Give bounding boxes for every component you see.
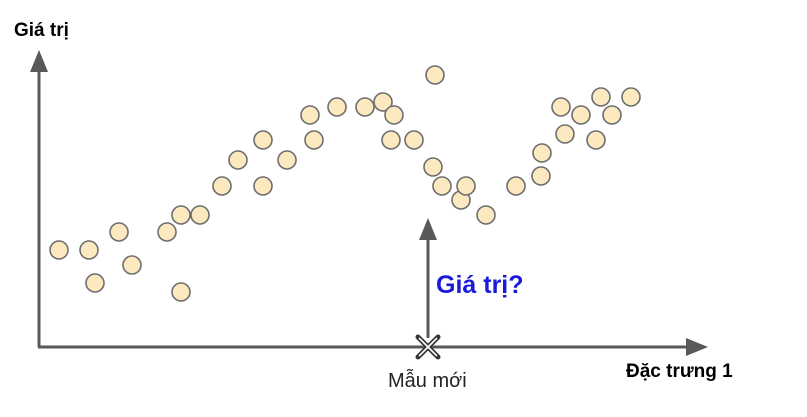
data-point-34 xyxy=(586,130,606,150)
data-point-15 xyxy=(304,130,324,150)
y-axis-label: Giá trị xyxy=(14,20,69,41)
new-sample-label: Mẫu mới xyxy=(388,369,467,392)
query-arrow-head-icon xyxy=(419,218,437,240)
data-point-37 xyxy=(621,87,641,107)
data-point-20 xyxy=(384,105,404,125)
data-points xyxy=(49,65,641,302)
data-point-26 xyxy=(456,176,476,196)
new-sample-x-icon xyxy=(415,334,441,360)
data-point-13 xyxy=(277,150,297,170)
data-point-28 xyxy=(506,176,526,196)
data-point-9 xyxy=(212,176,232,196)
data-point-1 xyxy=(79,240,99,260)
data-point-10 xyxy=(228,150,248,170)
data-point-22 xyxy=(425,65,445,85)
y-axis-arrow-icon xyxy=(30,50,48,72)
data-point-0 xyxy=(49,240,69,260)
data-point-12 xyxy=(253,130,273,150)
data-point-14 xyxy=(300,105,320,125)
data-point-30 xyxy=(532,143,552,163)
data-point-4 xyxy=(122,255,142,275)
data-point-21 xyxy=(404,130,424,150)
data-point-29 xyxy=(531,166,551,186)
data-point-19 xyxy=(381,130,401,150)
data-point-23 xyxy=(423,157,443,177)
data-point-8 xyxy=(190,205,210,225)
query-label: Giá trị? xyxy=(436,271,524,299)
data-point-2 xyxy=(85,273,105,293)
data-point-33 xyxy=(571,105,591,125)
data-point-5 xyxy=(157,222,177,242)
x-axis-label: Đặc trưng 1 xyxy=(626,361,733,382)
data-point-32 xyxy=(555,124,575,144)
data-point-17 xyxy=(355,97,375,117)
data-point-7 xyxy=(171,205,191,225)
data-point-6 xyxy=(171,282,191,302)
data-point-35 xyxy=(591,87,611,107)
data-point-27 xyxy=(476,205,496,225)
data-point-11 xyxy=(253,176,273,196)
data-point-16 xyxy=(327,97,347,117)
data-point-31 xyxy=(551,97,571,117)
x-axis-arrow-icon xyxy=(686,338,708,356)
data-point-36 xyxy=(602,105,622,125)
data-point-18 xyxy=(373,92,393,112)
data-point-24 xyxy=(432,176,452,196)
data-point-3 xyxy=(109,222,129,242)
